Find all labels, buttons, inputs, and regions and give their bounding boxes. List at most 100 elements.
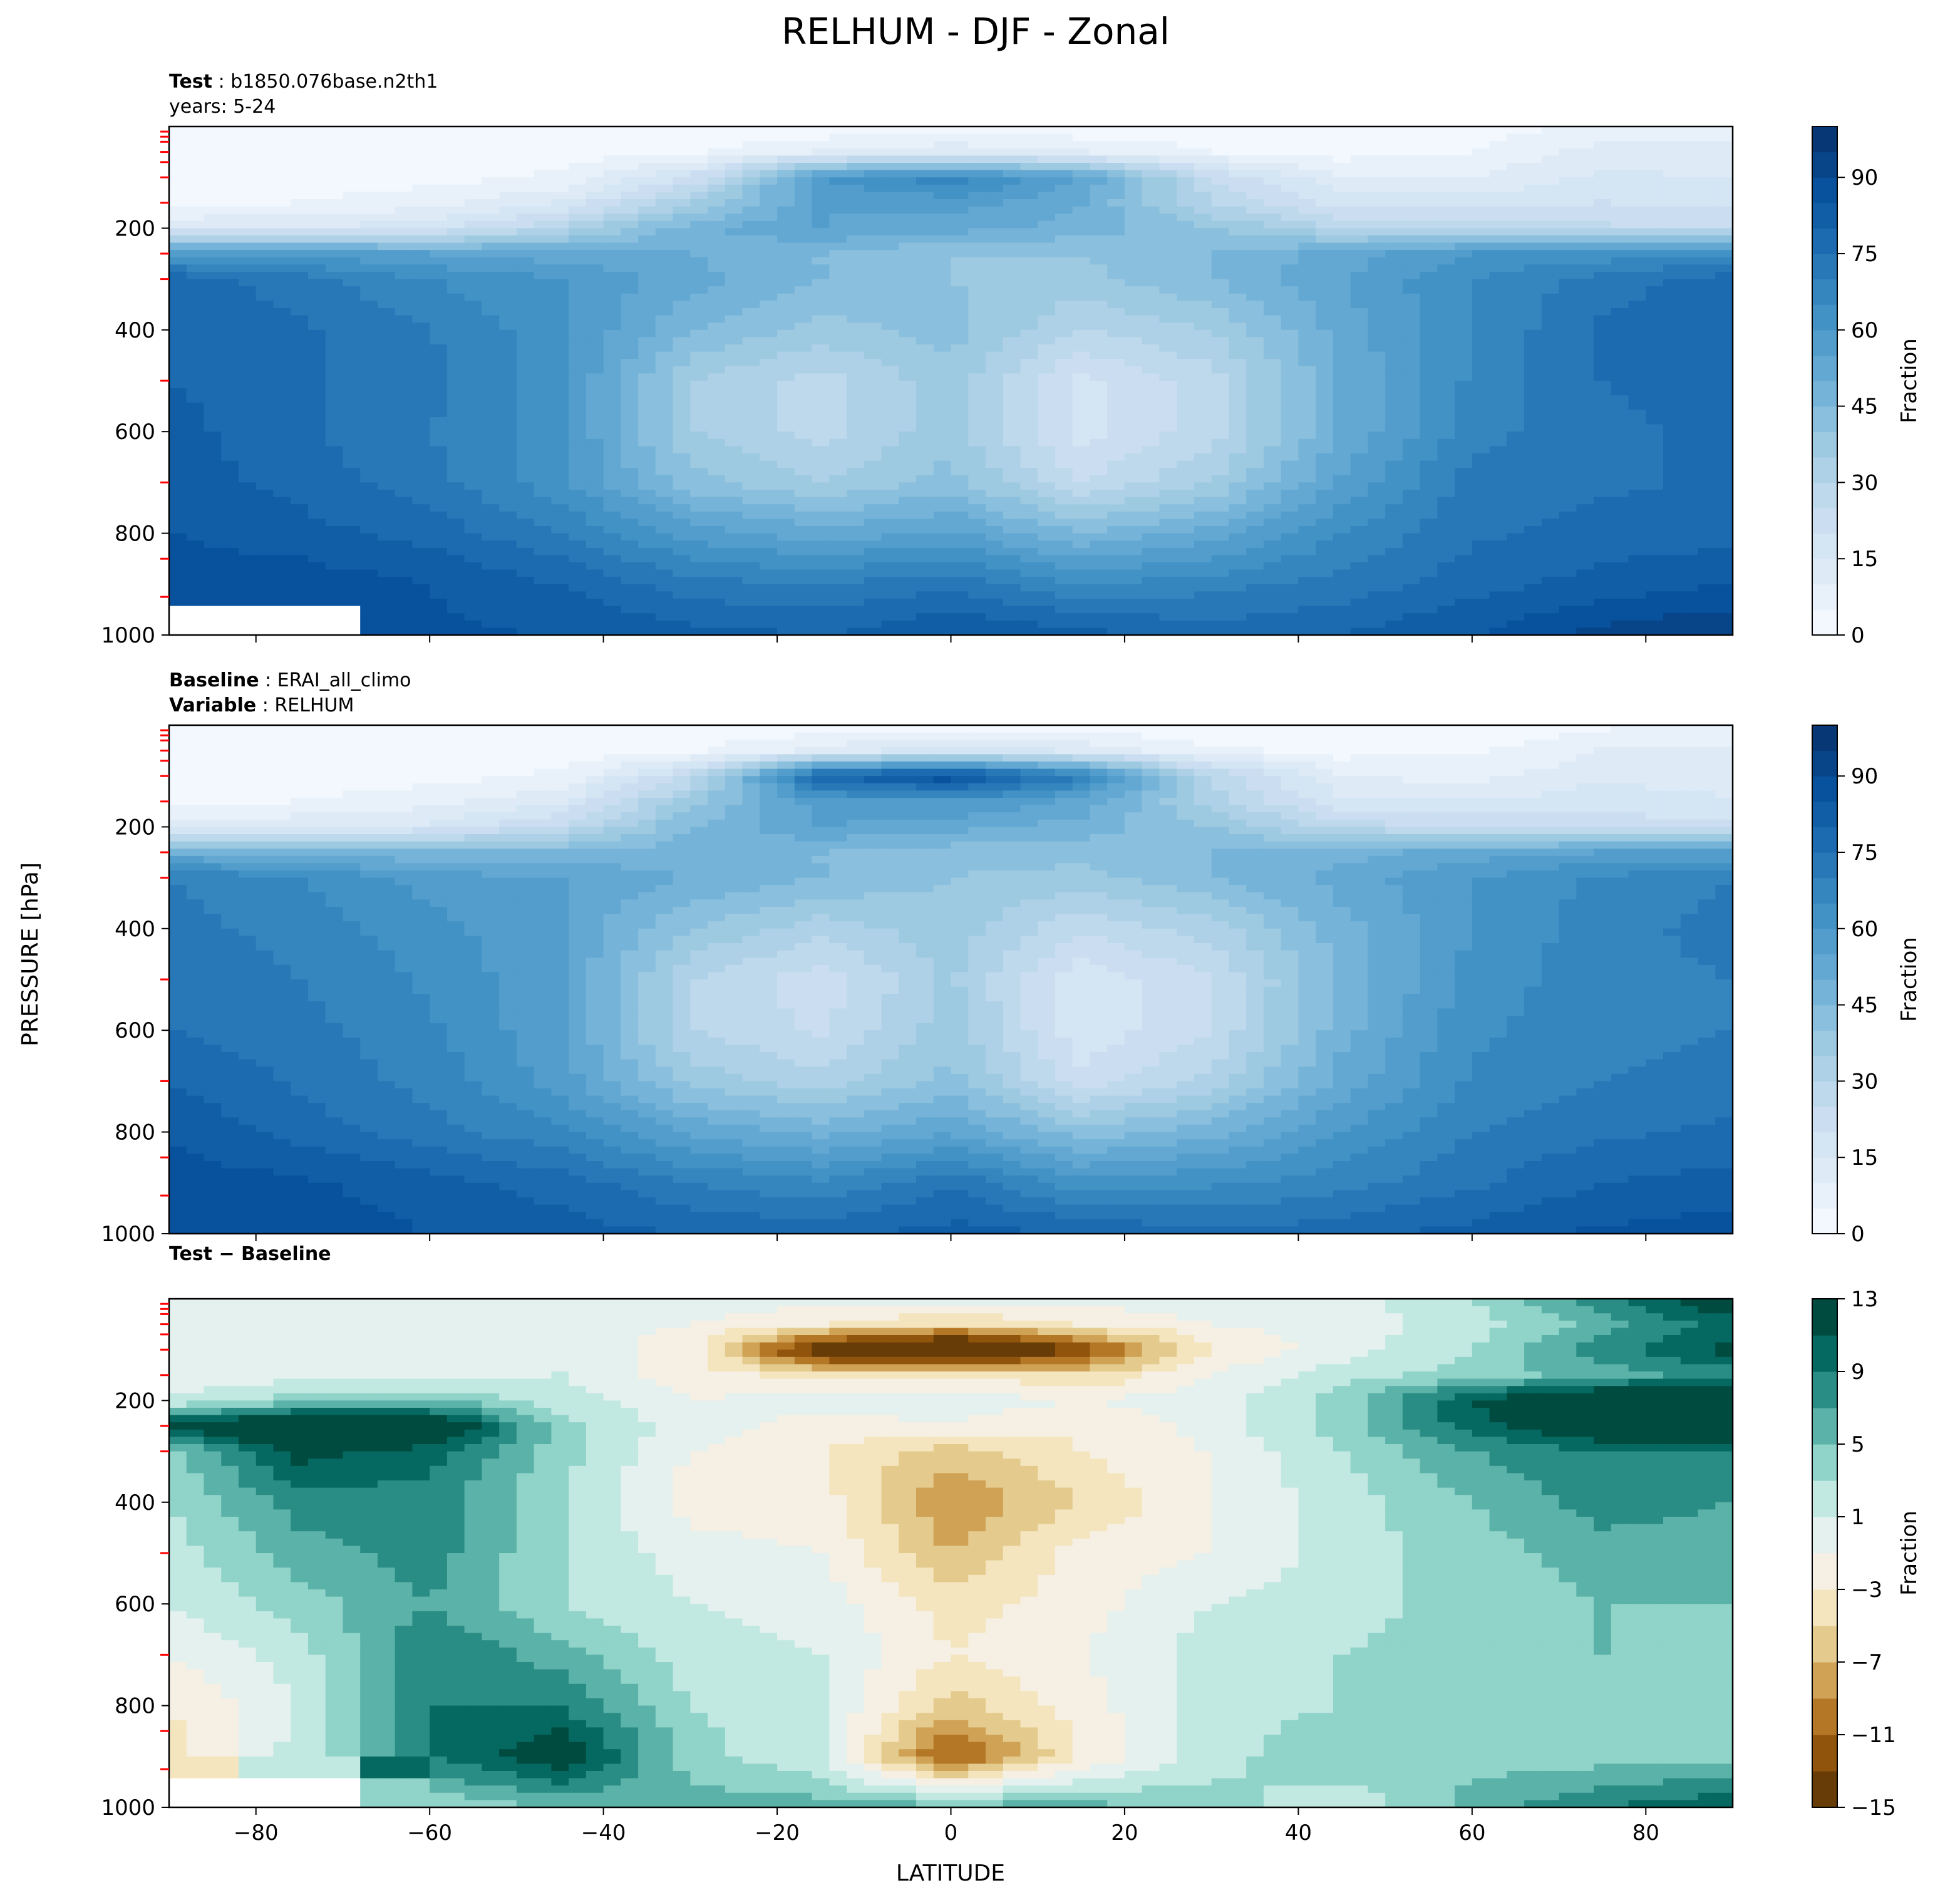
heatmap-cell xyxy=(1385,475,1403,483)
heatmap-cell xyxy=(291,403,308,410)
heatmap-cell xyxy=(1055,512,1073,519)
heatmap-cell xyxy=(1038,286,1055,294)
heatmap-cell xyxy=(291,163,308,170)
heatmap-cell xyxy=(1681,446,1698,453)
heatmap-cell xyxy=(430,468,447,475)
heatmap-cell xyxy=(1507,323,1524,330)
heatmap-cell xyxy=(1594,337,1611,344)
heatmap-cell xyxy=(882,359,899,366)
heatmap-cell xyxy=(812,461,830,468)
heatmap-cell xyxy=(1472,475,1490,483)
heatmap-cell xyxy=(360,214,378,221)
heatmap-cell xyxy=(1368,497,1385,505)
heatmap-cell xyxy=(1159,446,1177,453)
heatmap-cell xyxy=(1229,453,1246,461)
heatmap-cell xyxy=(760,359,777,366)
heatmap-cell xyxy=(1264,294,1281,301)
heatmap-cell xyxy=(1351,337,1368,344)
heatmap-cell xyxy=(586,170,604,178)
heatmap-cell xyxy=(1715,410,1733,417)
heatmap-cell xyxy=(360,199,378,207)
heatmap-cell xyxy=(1507,250,1524,257)
heatmap-cell xyxy=(447,344,465,352)
heatmap-cell xyxy=(708,301,725,308)
heatmap-cell xyxy=(326,250,343,257)
heatmap-cell xyxy=(1194,373,1212,381)
heatmap-cell xyxy=(569,453,586,461)
heatmap-cell xyxy=(1437,497,1455,505)
heatmap-cell xyxy=(1333,330,1351,338)
heatmap-cell xyxy=(1246,170,1264,178)
heatmap-cell xyxy=(1681,330,1698,338)
heatmap-cell xyxy=(1159,192,1177,199)
heatmap-cell xyxy=(1629,199,1646,207)
heatmap-cell xyxy=(465,453,482,461)
heatmap-cell xyxy=(968,366,986,374)
heatmap-cell xyxy=(1038,148,1055,156)
heatmap-cell xyxy=(1576,294,1594,301)
heatmap-cell xyxy=(1038,177,1055,185)
heatmap-cell xyxy=(1472,439,1490,447)
heatmap-cell xyxy=(430,344,447,352)
heatmap-cell xyxy=(534,126,552,134)
heatmap-cell xyxy=(1437,359,1455,366)
heatmap-cell xyxy=(586,155,604,163)
heatmap-cell xyxy=(1351,294,1368,301)
heatmap-cell xyxy=(690,323,708,330)
heatmap-cell xyxy=(986,185,1003,192)
heatmap-cell xyxy=(465,490,482,497)
heatmap-cell xyxy=(1663,475,1681,483)
heatmap-cell xyxy=(1333,221,1351,229)
heatmap-cell xyxy=(586,497,604,505)
heatmap-cell xyxy=(273,257,291,265)
heatmap-cell xyxy=(1698,417,1716,425)
heatmap-cell xyxy=(499,453,517,461)
heatmap-cell xyxy=(1437,410,1455,417)
heatmap-cell xyxy=(1611,417,1629,425)
heatmap-cell xyxy=(690,126,708,134)
heatmap-cell xyxy=(1073,148,1090,156)
heatmap-cell xyxy=(1177,126,1194,134)
heatmap-cell xyxy=(482,185,499,192)
heatmap-cell xyxy=(760,425,777,432)
heatmap-cell xyxy=(1212,264,1229,272)
heatmap-cell xyxy=(534,359,552,366)
heatmap-cell xyxy=(1490,373,1507,381)
heatmap-cell xyxy=(1003,257,1021,265)
heatmap-cell xyxy=(447,207,465,214)
heatmap-cell xyxy=(1385,395,1403,403)
heatmap-cell xyxy=(204,366,221,374)
heatmap-cell xyxy=(1125,221,1142,229)
heatmap-cell xyxy=(934,279,951,287)
heatmap-cell xyxy=(1490,235,1507,243)
heatmap-cell xyxy=(1455,446,1472,453)
heatmap-cell xyxy=(499,301,517,308)
heatmap-cell xyxy=(412,526,430,534)
heatmap-cell xyxy=(395,352,413,359)
heatmap-cell xyxy=(1020,323,1038,330)
heatmap-cell xyxy=(395,388,413,396)
heatmap-cell xyxy=(864,468,882,475)
heatmap-cell xyxy=(708,185,725,192)
heatmap-cell xyxy=(1073,403,1090,410)
heatmap-cell xyxy=(239,294,256,301)
heatmap-cell xyxy=(1212,185,1229,192)
heatmap-cell xyxy=(1055,214,1073,221)
heatmap-cell xyxy=(1542,185,1559,192)
heatmap-cell xyxy=(1090,403,1107,410)
heatmap-cell xyxy=(1576,272,1594,279)
heatmap-cell xyxy=(239,279,256,287)
heatmap-cell xyxy=(1038,192,1055,199)
heatmap-cell xyxy=(968,316,986,323)
heatmap-cell xyxy=(743,301,760,308)
heatmap-cell xyxy=(586,163,604,170)
heatmap-cell xyxy=(1629,344,1646,352)
heatmap-cell xyxy=(1125,235,1142,243)
heatmap-cell xyxy=(1385,519,1403,526)
heatmap-cell xyxy=(899,177,916,185)
heatmap-cell xyxy=(951,308,969,316)
heatmap-cell xyxy=(465,344,482,352)
heatmap-cell xyxy=(1646,257,1663,265)
heatmap-cell xyxy=(708,235,725,243)
heatmap-cell xyxy=(1194,286,1212,294)
